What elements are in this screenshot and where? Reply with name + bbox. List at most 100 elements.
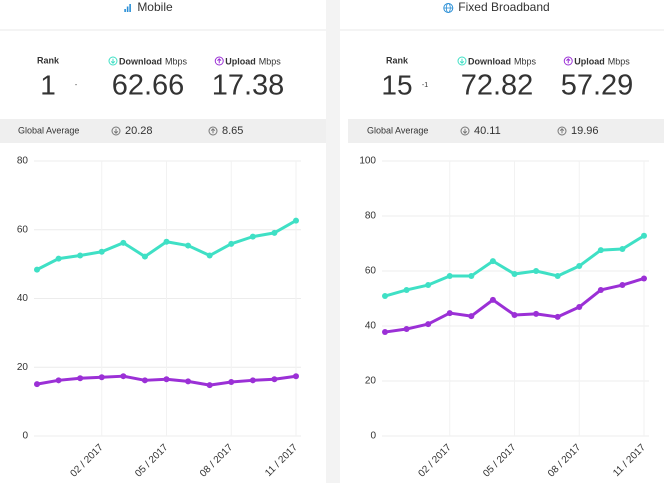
- global-bar: [0, 119, 326, 143]
- data-point: [141, 377, 148, 384]
- data-point: [382, 329, 388, 336]
- upload-value: 57.29: [561, 70, 634, 102]
- icon: [459, 58, 465, 64]
- data-point: [163, 376, 170, 383]
- icon: [129, 4, 131, 12]
- data-point: [249, 377, 256, 384]
- data-point: [77, 375, 84, 382]
- icon: [210, 128, 216, 134]
- global-label: Global Average: [18, 125, 79, 135]
- icon: [110, 58, 116, 64]
- icon: [113, 128, 119, 134]
- data-point: [619, 282, 626, 289]
- y-tick-label: 60: [365, 266, 377, 277]
- data-point: [403, 326, 410, 333]
- rank-change: -: [75, 82, 78, 89]
- panel-title: Fixed Broadband: [458, 0, 549, 14]
- global-download: 40.11: [474, 125, 501, 137]
- icon: [460, 126, 470, 136]
- data-point: [425, 321, 432, 328]
- data-point: [533, 268, 540, 274]
- global-label: Global Average: [367, 125, 428, 135]
- icon: [108, 56, 118, 66]
- download-unit: Mbps: [165, 56, 188, 66]
- panel-background: [0, 0, 326, 483]
- panel-background: [340, 0, 664, 483]
- global-upload: 19.96: [571, 125, 599, 137]
- data-point: [425, 282, 432, 289]
- data-point: [163, 238, 170, 245]
- icon: [557, 126, 567, 136]
- download-value: 62.66: [112, 70, 185, 102]
- data-point: [34, 381, 40, 388]
- icon: [124, 9, 126, 12]
- data-point: [271, 229, 278, 236]
- data-point: [446, 272, 453, 279]
- data-point: [641, 275, 647, 282]
- upload-label: Upload: [225, 56, 256, 66]
- data-point: [293, 373, 299, 380]
- download-unit: Mbps: [514, 56, 537, 66]
- icon: [566, 58, 571, 64]
- icon: [217, 58, 222, 64]
- data-point: [120, 239, 127, 246]
- data-point: [597, 286, 604, 293]
- icon: [559, 128, 565, 134]
- data-point: [554, 313, 561, 320]
- icon: [462, 128, 468, 134]
- data-point: [55, 255, 62, 262]
- data-point: [576, 263, 583, 270]
- data-point: [619, 246, 626, 252]
- y-tick-label: 40: [365, 321, 377, 332]
- rank-value: 1: [40, 69, 56, 100]
- data-point: [271, 376, 278, 383]
- icon: [457, 56, 467, 66]
- data-point: [468, 272, 475, 279]
- data-point: [533, 310, 540, 317]
- download-label: Download: [468, 56, 511, 66]
- upload-unit: Mbps: [259, 56, 282, 66]
- y-tick-label: 0: [22, 431, 28, 442]
- icon: [214, 56, 224, 66]
- download-value: 72.82: [461, 70, 534, 102]
- data-point: [641, 232, 647, 239]
- data-point: [597, 247, 604, 254]
- data-point: [446, 310, 453, 317]
- data-point: [77, 252, 84, 259]
- y-tick-label: 20: [17, 362, 29, 373]
- data-point: [511, 312, 518, 318]
- rank-label: Rank: [37, 55, 60, 65]
- data-point: [249, 233, 256, 240]
- y-tick-label: 80: [365, 211, 377, 222]
- data-point: [206, 252, 213, 259]
- data-point: [185, 242, 192, 249]
- data-point: [98, 248, 105, 255]
- y-tick-label: 80: [17, 156, 29, 167]
- icon: [111, 126, 121, 136]
- data-point: [403, 286, 410, 293]
- data-point: [185, 378, 192, 385]
- data-point: [120, 373, 127, 380]
- data-point: [55, 377, 62, 384]
- data-point: [98, 374, 105, 381]
- data-point: [206, 382, 213, 389]
- data-point: [293, 217, 299, 224]
- y-tick-label: 100: [359, 156, 376, 167]
- icon: [126, 6, 129, 12]
- data-point: [489, 258, 496, 265]
- data-point: [228, 240, 235, 247]
- panel-title: Mobile: [137, 0, 173, 14]
- global-bar: [348, 119, 664, 143]
- y-tick-label: 20: [365, 376, 377, 387]
- data-point: [554, 272, 561, 279]
- upload-label: Upload: [574, 56, 605, 66]
- rank-change: -1: [422, 82, 428, 89]
- y-tick-label: 60: [17, 224, 29, 235]
- data-point: [576, 304, 583, 311]
- data-point: [468, 313, 475, 320]
- data-point: [34, 266, 40, 273]
- global-upload: 8.65: [222, 125, 243, 137]
- y-tick-label: 40: [17, 293, 29, 304]
- global-download: 20.28: [125, 125, 153, 137]
